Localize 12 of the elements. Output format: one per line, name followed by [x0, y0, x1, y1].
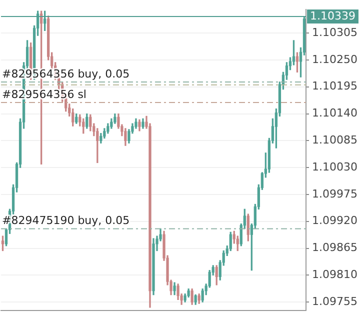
- y-tick-label: 1.10085: [312, 134, 358, 147]
- y-tick-label: 1.09810: [312, 268, 358, 282]
- y-tick-label: 1.10140: [312, 106, 358, 120]
- y-tick-label: 1.10250: [312, 52, 358, 66]
- ref-line-label: 1.10339: [310, 9, 356, 22]
- y-tick-label: 1.09865: [312, 241, 358, 254]
- y-tick-label: 1.10195: [312, 80, 358, 93]
- y-tick-label: 1.09920: [312, 214, 358, 228]
- y-tick-label: 1.10305: [312, 26, 358, 39]
- y-tick-label: 1.10030: [312, 160, 358, 174]
- y-tick-label: 1.09755: [312, 294, 358, 308]
- y-tick-label: 1.09975: [312, 187, 358, 200]
